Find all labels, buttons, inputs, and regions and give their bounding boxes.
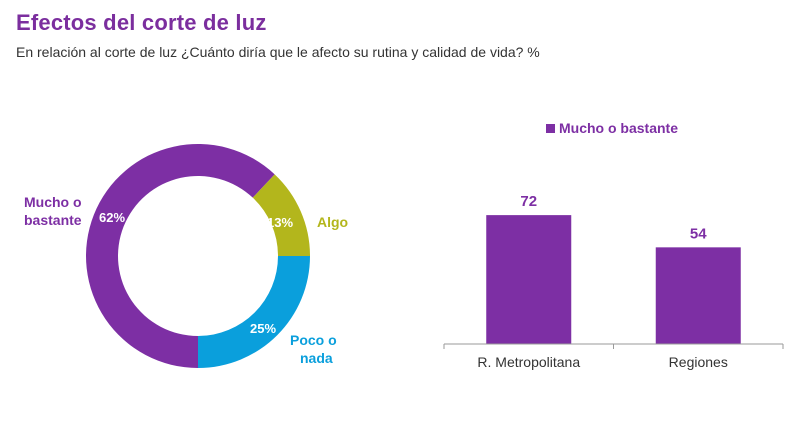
- donut-slice-poco-o-nada: [198, 256, 310, 368]
- bar-data-label: 54: [690, 225, 707, 242]
- donut-value-label: 25%: [250, 321, 276, 336]
- donut-chart: 62% Mucho o bastante 13% Algo 25% Poco o nada: [24, 144, 348, 368]
- page-subtitle: En relación al corte de luz ¿Cuánto dirí…: [16, 44, 540, 60]
- donut-category-label: Poco o nada: [290, 332, 337, 366]
- bar-data-label: 72: [520, 193, 537, 210]
- donut-value-label: 62%: [99, 210, 125, 225]
- legend-swatch: [546, 124, 555, 133]
- x-tick-label: R. Metropolitana: [477, 354, 580, 370]
- donut-slice-algo: [252, 174, 310, 256]
- bar: [655, 247, 741, 344]
- legend-label: Mucho o bastante: [559, 120, 678, 136]
- donut-slice-mucho-o-bastante: [86, 144, 275, 368]
- donut-category-label: Mucho o bastante: [24, 194, 82, 228]
- bar: [486, 215, 572, 344]
- donut-value-label: 13%: [267, 215, 293, 230]
- x-tick-label: Regiones: [669, 354, 728, 370]
- donut-category-label: Algo: [317, 214, 348, 230]
- page-title: Efectos del corte de luz: [16, 10, 267, 35]
